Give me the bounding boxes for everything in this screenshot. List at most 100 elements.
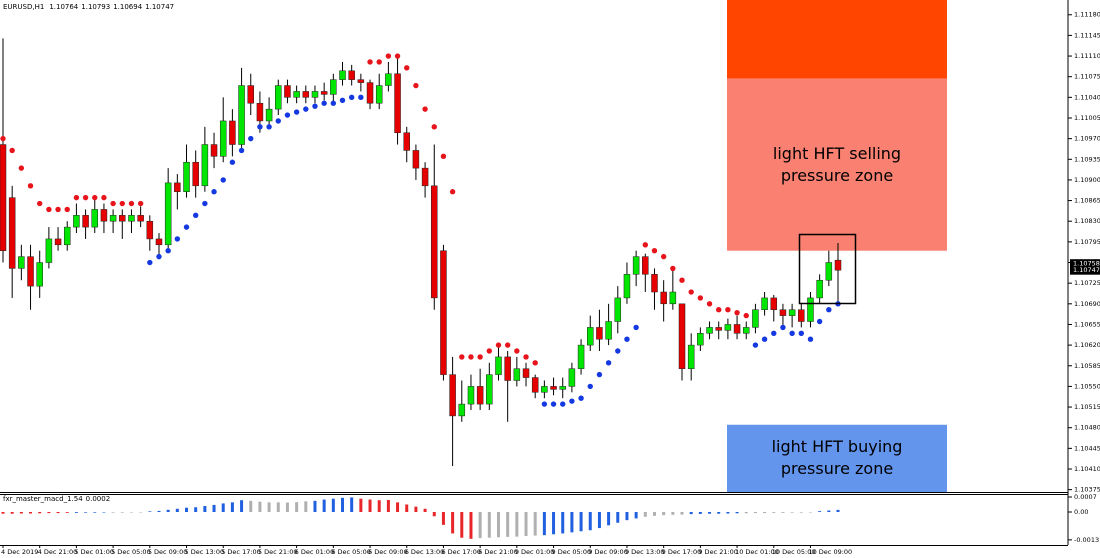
candle-body [623, 274, 631, 299]
y-tick-label: 1.10620 [1074, 341, 1100, 349]
x-tick-label: 5 Dec 17:00 [221, 548, 261, 556]
histogram-bar [726, 512, 730, 514]
histogram-bar [203, 506, 207, 512]
sar-dot [725, 307, 731, 313]
candle-body [761, 297, 768, 310]
histogram-bar [616, 512, 620, 523]
sar-dot [660, 253, 667, 260]
x-tick-label: 9 Dec 01:00 [515, 548, 555, 556]
symbol: EURUSD,H1 [3, 3, 44, 11]
histogram-bar [65, 512, 69, 513]
sar-dot [137, 200, 144, 207]
histogram-bar [717, 512, 721, 514]
sar-dot [394, 53, 401, 59]
sar-dot [743, 312, 749, 319]
sar-dot [605, 360, 612, 366]
sar-dot [275, 118, 281, 124]
zone-label: light HFT selling pressure zone [727, 143, 947, 187]
sar-dot [128, 200, 135, 207]
candle-body [311, 91, 319, 98]
candle-body [27, 256, 34, 287]
pressure-zone [727, 0, 947, 79]
x-tick-label: 9 Dec 09:00 [588, 548, 628, 556]
histogram-bar [790, 512, 794, 513]
histogram-bar [74, 512, 78, 513]
candle-body [715, 327, 722, 331]
sar-dot [431, 124, 437, 130]
indicator-value: 0.0002 [86, 495, 111, 503]
y-tick-label: 1.10900 [1074, 176, 1100, 184]
histogram-bar [680, 512, 684, 515]
x-tick-label: 6 Dec 13:00 [405, 548, 445, 556]
candle-body [247, 85, 254, 104]
sar-dot [174, 236, 181, 242]
x-tick-label: 9 Dec 05:00 [552, 548, 592, 556]
histogram-bar [139, 512, 143, 513]
sar-dot [706, 301, 713, 307]
zone-label: light HFT buying pressure zone [727, 436, 947, 480]
sar-dot [119, 200, 125, 207]
candle-body [8, 197, 16, 269]
y-tick-label: 1.10480 [1074, 424, 1100, 432]
candle-body [155, 238, 163, 246]
candle-body [201, 144, 209, 187]
histogram-bar [285, 502, 289, 512]
sar-dot [651, 248, 658, 254]
histogram-bar [542, 512, 546, 536]
candle-body [339, 70, 346, 80]
histogram-bar [295, 502, 299, 512]
candle-body [467, 386, 475, 405]
sar-dot [468, 354, 474, 360]
histogram-bar [708, 512, 712, 514]
sar-dot [211, 189, 217, 195]
sar-dot [339, 97, 346, 103]
y-tick-label: 1.10375 [1074, 486, 1100, 494]
sar-dot [459, 354, 465, 360]
candle-body [284, 85, 291, 98]
candle-body [431, 185, 438, 299]
sar-dot [404, 65, 410, 71]
candle-body [779, 309, 787, 316]
histogram-bar [441, 512, 445, 525]
histogram-bar [10, 512, 14, 514]
histogram-bar [102, 512, 106, 513]
sar-dot [73, 194, 80, 201]
histogram-bar [405, 504, 409, 512]
histogram-bar [772, 512, 776, 513]
ask-price-label-box [1070, 259, 1100, 269]
candle-body [605, 321, 612, 340]
candle-body [632, 256, 640, 275]
histogram-bar [212, 504, 216, 512]
sar-dot [449, 189, 456, 195]
sar-dot [798, 330, 804, 337]
y-tick-label: 1.10655 [1074, 320, 1100, 328]
histogram-bar [836, 509, 840, 512]
pressure-zone [727, 424, 947, 492]
y-tick-label: 1.11075 [1074, 73, 1100, 81]
candle-body [816, 279, 823, 299]
histogram-bar [671, 512, 675, 515]
histogram-bar [129, 512, 133, 513]
candle-body [394, 73, 401, 133]
candle-body [109, 215, 117, 222]
indicator-y-tick-label: -0.0013 [1074, 536, 1099, 544]
sar-dot [486, 348, 493, 354]
candle-body [403, 132, 410, 151]
candle-body [733, 324, 741, 334]
sar-dot [587, 383, 593, 390]
candle-body [752, 309, 759, 328]
histogram-bar [478, 512, 482, 539]
histogram-bar [799, 512, 803, 513]
last-price-label-box [1070, 265, 1100, 275]
candle-body [568, 368, 576, 387]
y-tick-label: 1.10725 [1074, 279, 1100, 287]
sar-dot [376, 59, 382, 65]
sar-dot [624, 336, 630, 342]
histogram-bar [377, 500, 381, 512]
sar-dot [64, 206, 70, 213]
candle-body [513, 368, 521, 381]
candle-body [119, 215, 126, 222]
histogram-bar [423, 508, 427, 512]
histogram-bar [689, 512, 693, 515]
candle-body [798, 309, 805, 322]
